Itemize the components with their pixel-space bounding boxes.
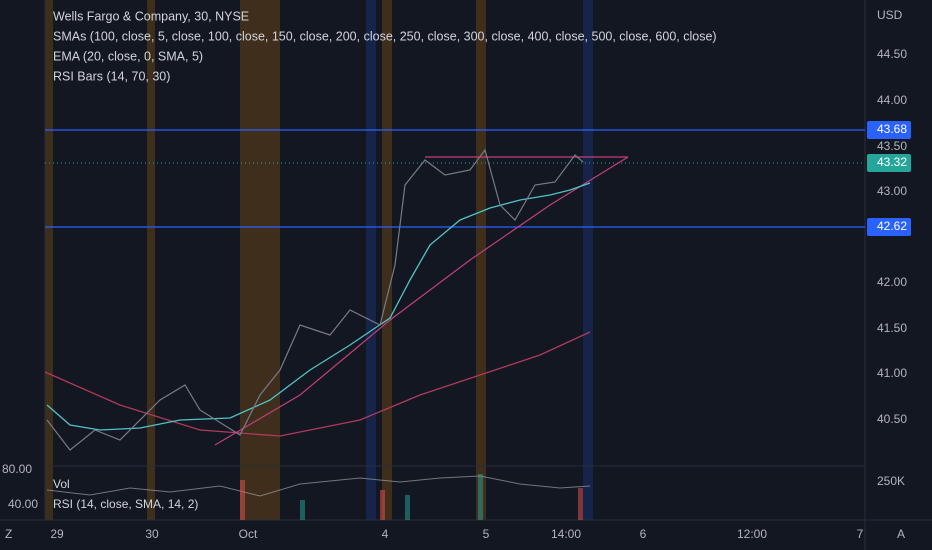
time-label: Oct (239, 527, 258, 541)
trend-line (214, 156, 629, 446)
pane-label: 250K (877, 474, 905, 488)
currency-label: USD (877, 8, 903, 22)
ema-line (46, 182, 591, 431)
time-label: 4 (382, 527, 389, 541)
price-label: 43.50 (877, 139, 907, 153)
indicator-label: RSI (14, close, SMA, 14, 2) (53, 497, 198, 511)
price-label: 41.00 (877, 366, 907, 380)
zoom-button[interactable]: Z (5, 527, 12, 541)
time-label: 5 (483, 527, 490, 541)
price-tag (867, 218, 911, 236)
price-label: 40.50 (877, 412, 907, 426)
time-label: 30 (145, 527, 159, 541)
time-label: 12:00 (737, 527, 767, 541)
pane-label: 40.00 (8, 497, 38, 511)
price-tag-label: 43.32 (877, 155, 907, 169)
pane-label: 80.00 (2, 462, 32, 476)
price-tag (867, 121, 911, 139)
rsi-line (46, 475, 591, 497)
legend-title: Wells Fargo & Company, 30, NYSE (53, 9, 249, 23)
price-path (46, 148, 584, 451)
legend-line: SMAs (100, close, 5, close, 100, close, … (53, 29, 717, 43)
time-label: 14:00 (551, 527, 581, 541)
time-label: 6 (640, 527, 647, 541)
time-label: 7 (857, 527, 864, 541)
legend-line: EMA (20, close, 0, SMA, 5) (53, 49, 203, 63)
time-label: 29 (50, 527, 64, 541)
volume-bars (240, 474, 583, 520)
price-tag-label: 42.62 (877, 219, 907, 233)
price-label: 43.00 (877, 184, 907, 198)
indicator-label: Vol (53, 477, 70, 491)
sma-line (44, 331, 591, 437)
price-label: 41.50 (877, 321, 907, 335)
price-label: 42.00 (877, 275, 907, 289)
session-bands (45, 0, 593, 520)
price-tag-label: 43.68 (877, 122, 907, 136)
price-label: 44.00 (877, 93, 907, 107)
price-label: 44.50 (877, 47, 907, 61)
price-tag (867, 154, 911, 172)
auto-scale-button[interactable]: A (897, 527, 905, 541)
legend-line: RSI Bars (14, 70, 30) (53, 69, 170, 83)
